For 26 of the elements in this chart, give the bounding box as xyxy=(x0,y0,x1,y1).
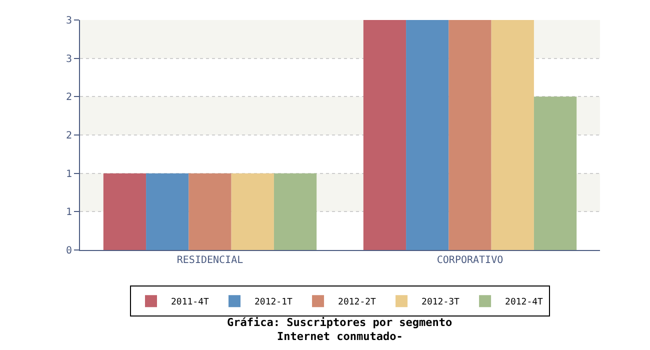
legend-label: 2012-3T xyxy=(422,298,460,308)
bar xyxy=(274,173,317,250)
y-tick-label: 3 xyxy=(66,54,72,65)
y-tick-label: 1 xyxy=(66,168,72,180)
bar xyxy=(146,173,189,250)
legend-label: 2012-1T xyxy=(254,298,294,308)
legend-label: 2012-2T xyxy=(338,298,377,308)
y-tick-label: 2 xyxy=(66,92,72,104)
bar xyxy=(491,20,534,250)
bar xyxy=(103,173,146,250)
y-tick-label: 1 xyxy=(66,207,72,218)
x-tick-label: RESIDENCIAL xyxy=(176,255,244,266)
legend-label: 2012-4T xyxy=(505,298,544,308)
legend-label: 2011-4T xyxy=(171,298,210,308)
bar xyxy=(406,20,449,250)
bar xyxy=(448,20,492,250)
text: Internet conmutado- xyxy=(277,330,403,343)
bar xyxy=(363,20,406,250)
y-tick-label: 2 xyxy=(66,130,72,142)
bar xyxy=(534,96,577,250)
y-tick-label: 3 xyxy=(66,16,72,26)
y-tick-label: 0 xyxy=(66,246,72,256)
bar xyxy=(231,173,274,250)
bar xyxy=(188,173,232,250)
text: Gráfica: Suscriptores por segmento xyxy=(227,316,453,329)
x-tick-label: CORPORATIVO xyxy=(436,255,504,266)
